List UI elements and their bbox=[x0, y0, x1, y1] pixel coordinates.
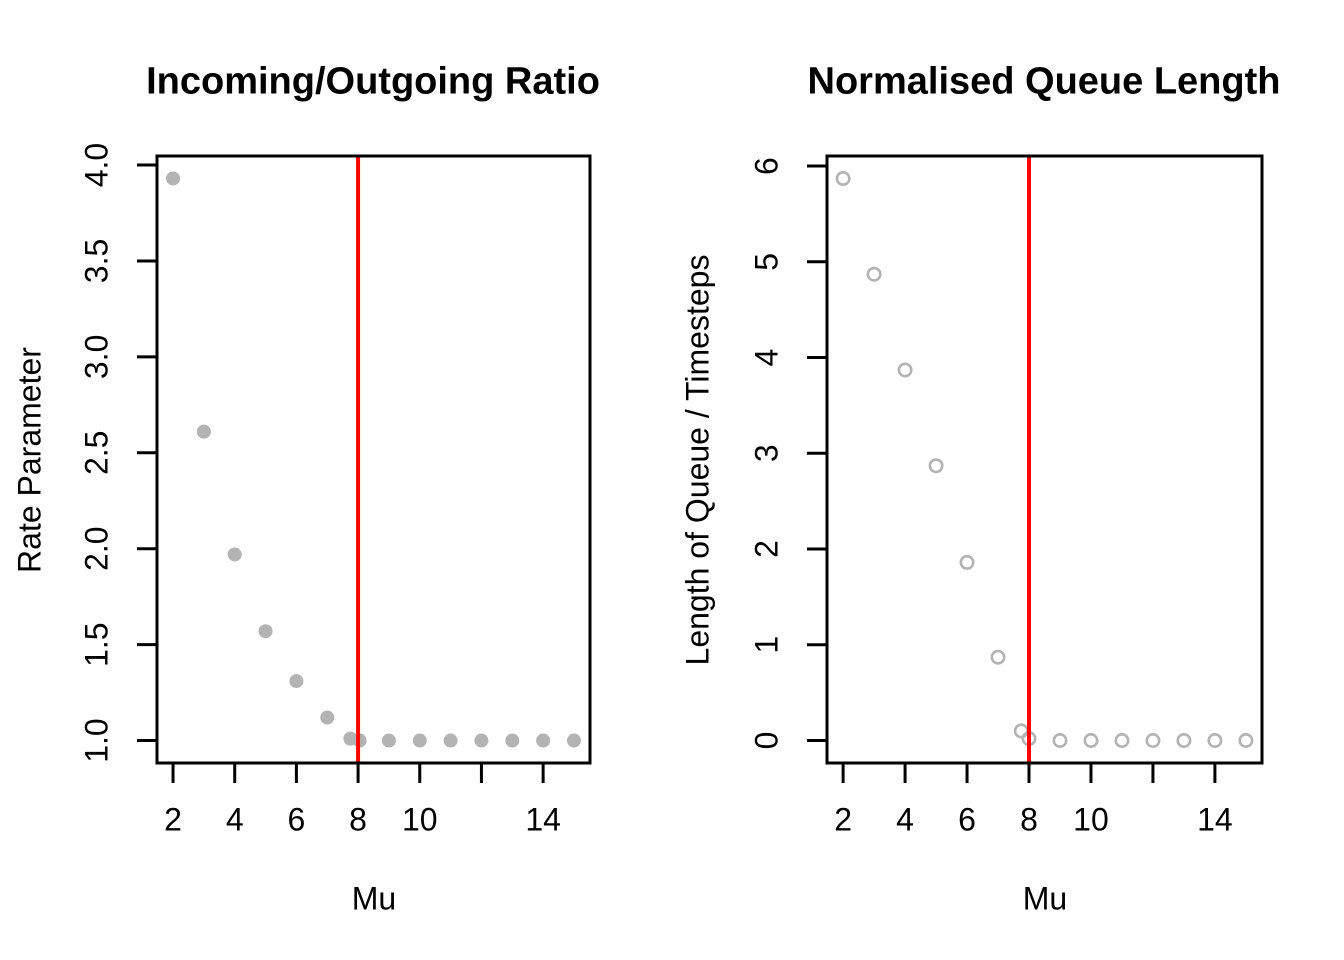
y-tick-label: 4 bbox=[748, 349, 784, 367]
x-tick-label: 8 bbox=[1020, 801, 1038, 837]
y-tick-label: 1.0 bbox=[78, 718, 114, 762]
data-point bbox=[1145, 733, 1161, 749]
data-point bbox=[166, 171, 181, 186]
y-tick-label: 3.0 bbox=[78, 335, 114, 379]
plot-box bbox=[825, 154, 1264, 765]
data-point bbox=[1176, 733, 1192, 749]
data-point bbox=[1013, 723, 1029, 739]
data-point bbox=[443, 733, 458, 748]
data-point bbox=[990, 649, 1006, 665]
panel2-title: Normalised Queue Length bbox=[807, 60, 1281, 103]
x-tick-label: 6 bbox=[288, 801, 306, 837]
data-point bbox=[959, 554, 975, 570]
panel1-y-axis-title: Rate Parameter bbox=[11, 347, 48, 573]
y-tick-label: 6 bbox=[748, 157, 784, 175]
data-point bbox=[835, 170, 851, 186]
data-point bbox=[196, 424, 211, 439]
data-point bbox=[1083, 733, 1099, 749]
y-tick-label: 4.0 bbox=[78, 143, 114, 187]
data-point bbox=[897, 362, 913, 378]
panel2-y-axis-title: Length of Queue / Timesteps bbox=[679, 254, 716, 666]
data-point bbox=[928, 458, 944, 474]
y-tick-label: 5 bbox=[748, 253, 784, 271]
y-tick-label: 2 bbox=[748, 540, 784, 558]
data-point bbox=[289, 674, 304, 689]
plot-box bbox=[155, 154, 592, 765]
x-tick-label: 14 bbox=[525, 801, 561, 837]
data-point bbox=[1207, 733, 1223, 749]
y-tick-label: 1 bbox=[748, 636, 784, 654]
data-point bbox=[866, 266, 882, 282]
data-point bbox=[258, 624, 273, 639]
y-tick-label: 1.5 bbox=[78, 622, 114, 666]
x-tick-label: 6 bbox=[958, 801, 976, 837]
data-point bbox=[1238, 733, 1254, 749]
x-tick-label: 4 bbox=[226, 801, 244, 837]
y-tick-label: 3.5 bbox=[78, 239, 114, 283]
x-tick-label: 8 bbox=[349, 801, 367, 837]
y-tick-label: 2.0 bbox=[78, 526, 114, 570]
panel2-x-axis-title: Mu bbox=[1022, 880, 1068, 917]
data-point bbox=[536, 733, 551, 748]
data-point bbox=[566, 733, 581, 748]
y-tick-label: 0 bbox=[748, 732, 784, 750]
data-point bbox=[474, 733, 489, 748]
x-tick-label: 14 bbox=[1197, 801, 1233, 837]
data-point bbox=[320, 710, 335, 725]
x-tick-label: 10 bbox=[402, 801, 438, 837]
panel1-title: Incoming/Outgoing Ratio bbox=[146, 60, 600, 103]
data-point bbox=[505, 733, 520, 748]
x-tick-label: 4 bbox=[896, 801, 914, 837]
x-tick-label: 10 bbox=[1073, 801, 1109, 837]
x-tick-label: 2 bbox=[164, 801, 182, 837]
y-tick-label: 3 bbox=[748, 444, 784, 462]
y-tick-label: 2.5 bbox=[78, 431, 114, 475]
data-point bbox=[1114, 733, 1130, 749]
panel1-x-axis-title: Mu bbox=[351, 880, 397, 917]
data-point bbox=[412, 733, 427, 748]
data-point bbox=[227, 547, 242, 562]
data-point bbox=[381, 733, 396, 748]
x-tick-label: 2 bbox=[834, 801, 852, 837]
data-point bbox=[1052, 733, 1068, 749]
